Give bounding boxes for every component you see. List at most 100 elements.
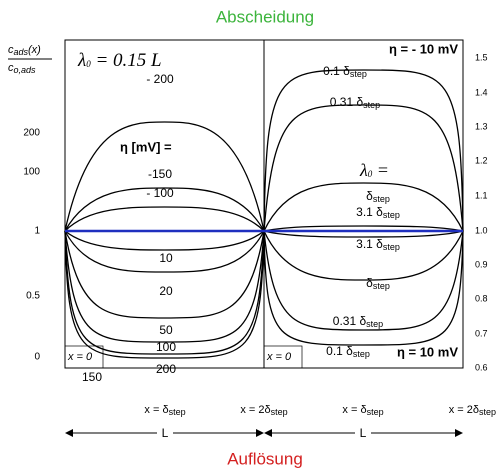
curve bbox=[64, 230, 265, 251]
y-label-top-part: ads bbox=[14, 47, 29, 57]
curve-label-part: 3.1 δ bbox=[356, 237, 383, 251]
curve-label: 100 bbox=[156, 340, 176, 354]
x-label-part: x = δ bbox=[144, 404, 168, 416]
x-label: x = 2δstep bbox=[240, 404, 287, 417]
curve bbox=[64, 230, 265, 273]
length-label: L bbox=[162, 426, 169, 440]
y-label-bottom-part: c bbox=[8, 62, 14, 74]
curve bbox=[263, 69, 464, 232]
curve-label-part: 0.31 δ bbox=[333, 314, 367, 328]
lambda-label-part: 0 bbox=[86, 59, 91, 69]
lambda-label-part: λ bbox=[359, 160, 368, 180]
curve bbox=[263, 104, 464, 232]
x-label-part: x = 2δ bbox=[240, 404, 270, 416]
eta-label: η = - 10 mV bbox=[389, 41, 458, 56]
lambda-label-part: = 0.15 L bbox=[91, 50, 162, 71]
curve bbox=[263, 182, 464, 232]
origin-label: x = 0 bbox=[67, 351, 93, 363]
lambda-label: λ0 = bbox=[359, 160, 389, 180]
right-tick-label: 1.1 bbox=[475, 190, 488, 200]
left-tick-label: 100 bbox=[23, 167, 40, 178]
curve-label: 10 bbox=[159, 251, 173, 265]
curve bbox=[64, 230, 265, 319]
curve-label-part: 0.1 δ bbox=[323, 64, 350, 78]
curve bbox=[263, 230, 464, 331]
curve bbox=[64, 230, 265, 359]
curve-label: 200 bbox=[156, 362, 176, 376]
curve-label: 50 bbox=[159, 323, 173, 337]
curve-label-part: δ bbox=[366, 189, 373, 203]
footer: Auflösung bbox=[227, 449, 303, 468]
curve-label: 3.1 δstep bbox=[356, 205, 400, 220]
curve-label: - 100 bbox=[146, 186, 174, 200]
x-label-part: step bbox=[271, 407, 288, 417]
origin-label: x = 0 bbox=[266, 351, 292, 363]
left-tick-label: 0 bbox=[34, 352, 40, 363]
curve bbox=[64, 230, 265, 343]
y-label-bottom-part: o,ads bbox=[14, 65, 37, 75]
y-label-top-part: c bbox=[8, 44, 14, 56]
x-label-part: step bbox=[169, 407, 186, 417]
left-tick-label: 1 bbox=[34, 226, 40, 237]
curve bbox=[64, 187, 265, 232]
curve-label-part: 0.1 δ bbox=[326, 344, 353, 358]
right-tick-label: 0.7 bbox=[475, 328, 488, 338]
label-bg bbox=[355, 425, 371, 441]
y-label-top-part: (x) bbox=[28, 44, 41, 56]
curve-label-part: step bbox=[373, 281, 390, 291]
right-tick-label: 0.8 bbox=[475, 293, 488, 303]
curve-label: δstep bbox=[366, 276, 390, 291]
arrow-heads bbox=[65, 429, 463, 437]
x-label-part: x = δ bbox=[342, 404, 366, 416]
y-label-bottom: co,ads bbox=[8, 62, 36, 75]
curve-label: 0.1 δstep bbox=[326, 344, 370, 359]
origin-box bbox=[263, 345, 303, 369]
curve-label-part: step bbox=[366, 319, 383, 329]
curve-label-part: 3.1 δ bbox=[356, 205, 383, 219]
curve-label-part: 0.31 δ bbox=[330, 95, 364, 109]
curve bbox=[64, 230, 265, 355]
lambda-label-part: = bbox=[372, 160, 389, 180]
curve bbox=[64, 206, 265, 232]
curve-label: δstep bbox=[366, 189, 390, 204]
x-label-part: step bbox=[479, 407, 496, 417]
curve bbox=[263, 225, 464, 232]
eta-label: η = 10 mV bbox=[397, 344, 458, 359]
x-label-part: step bbox=[367, 407, 384, 417]
curve-label: -150 bbox=[148, 167, 172, 181]
x-label: x = δstep bbox=[342, 404, 383, 417]
x-label-part: x = 2δ bbox=[449, 404, 479, 416]
curve-label-part: step bbox=[383, 242, 400, 252]
right-tick-label: 0.9 bbox=[475, 259, 488, 269]
right-tick-label: 1.4 bbox=[475, 87, 488, 97]
x-label: x = δstep bbox=[144, 404, 185, 417]
title: Abscheidung bbox=[216, 7, 314, 26]
left-tick-label: 0.5 bbox=[26, 291, 40, 302]
curve-label-part: step bbox=[350, 69, 367, 79]
eta-label: η [mV] = bbox=[120, 139, 172, 154]
curve-label: 0.31 δstep bbox=[333, 314, 383, 329]
curve-label: - 200 bbox=[146, 72, 174, 86]
x-label: x = 2δstep bbox=[449, 404, 496, 417]
label-bg bbox=[157, 425, 173, 441]
right-tick-label: 1.2 bbox=[475, 155, 488, 165]
curve-label: 3.1 δstep bbox=[356, 237, 400, 252]
curve-label: 0.1 δstep bbox=[323, 64, 367, 79]
right-tick-label: 0.6 bbox=[475, 362, 488, 372]
curve-label: 20 bbox=[159, 284, 173, 298]
curve bbox=[64, 121, 265, 232]
curve-label-part: step bbox=[373, 194, 390, 204]
right-tick-label: 1.0 bbox=[475, 225, 488, 235]
curve bbox=[263, 230, 464, 346]
left-tick-label: 200 bbox=[23, 128, 40, 139]
curve-label: 0.31 δstep bbox=[330, 95, 380, 110]
curve-label-part: step bbox=[363, 100, 380, 110]
right-tick-label: 1.3 bbox=[475, 121, 488, 131]
right-tick-label: 1.5 bbox=[475, 52, 488, 62]
y-label-top: cads(x) bbox=[8, 44, 41, 57]
curve bbox=[263, 230, 464, 238]
curve-label-part: step bbox=[383, 210, 400, 220]
lambda-label-part: λ bbox=[77, 50, 86, 71]
length-label: L bbox=[360, 426, 367, 440]
